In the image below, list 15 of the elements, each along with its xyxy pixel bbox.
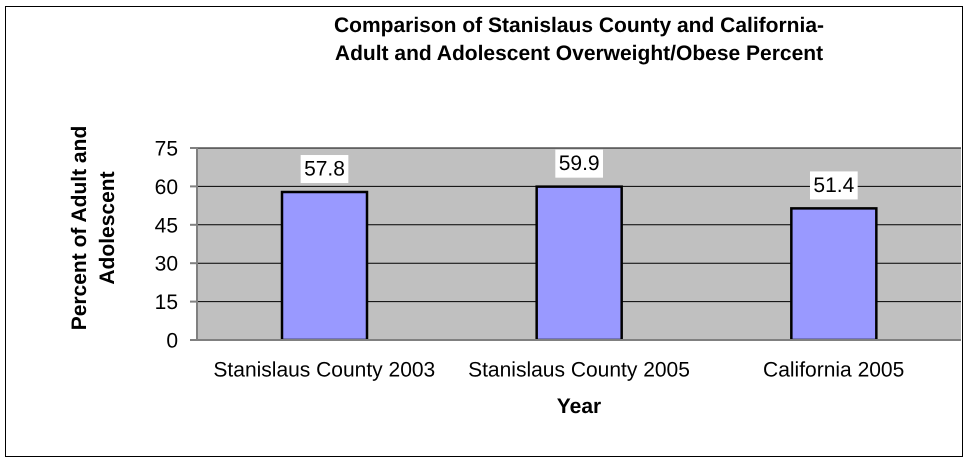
y-tick-label: 75 [154, 137, 178, 160]
data-label: 57.8 [304, 158, 345, 181]
y-tick-label: 0 [166, 329, 178, 352]
chart-title: Comparison of Stanislaus County and California-Adult and Adolescent Overweight/Obese Percent [332, 13, 826, 67]
x-tick-label: California 2005 [763, 358, 904, 382]
data-label: 51.4 [813, 174, 855, 197]
y-tick-label: 45 [154, 214, 178, 238]
data-label: 59.9 [558, 152, 600, 176]
y-tick-label: 60 [154, 176, 178, 199]
x-axis-title: Year [556, 394, 602, 420]
x-tick-label: Stanislaus County 2005 [468, 358, 690, 382]
y-axis-title: Percent of Adult and Adolescent [67, 124, 120, 332]
x-tick-label: Stanislaus County 2003 [213, 358, 436, 382]
y-tick-label: 15 [154, 291, 178, 314]
y-tick-label: 30 [154, 252, 178, 276]
